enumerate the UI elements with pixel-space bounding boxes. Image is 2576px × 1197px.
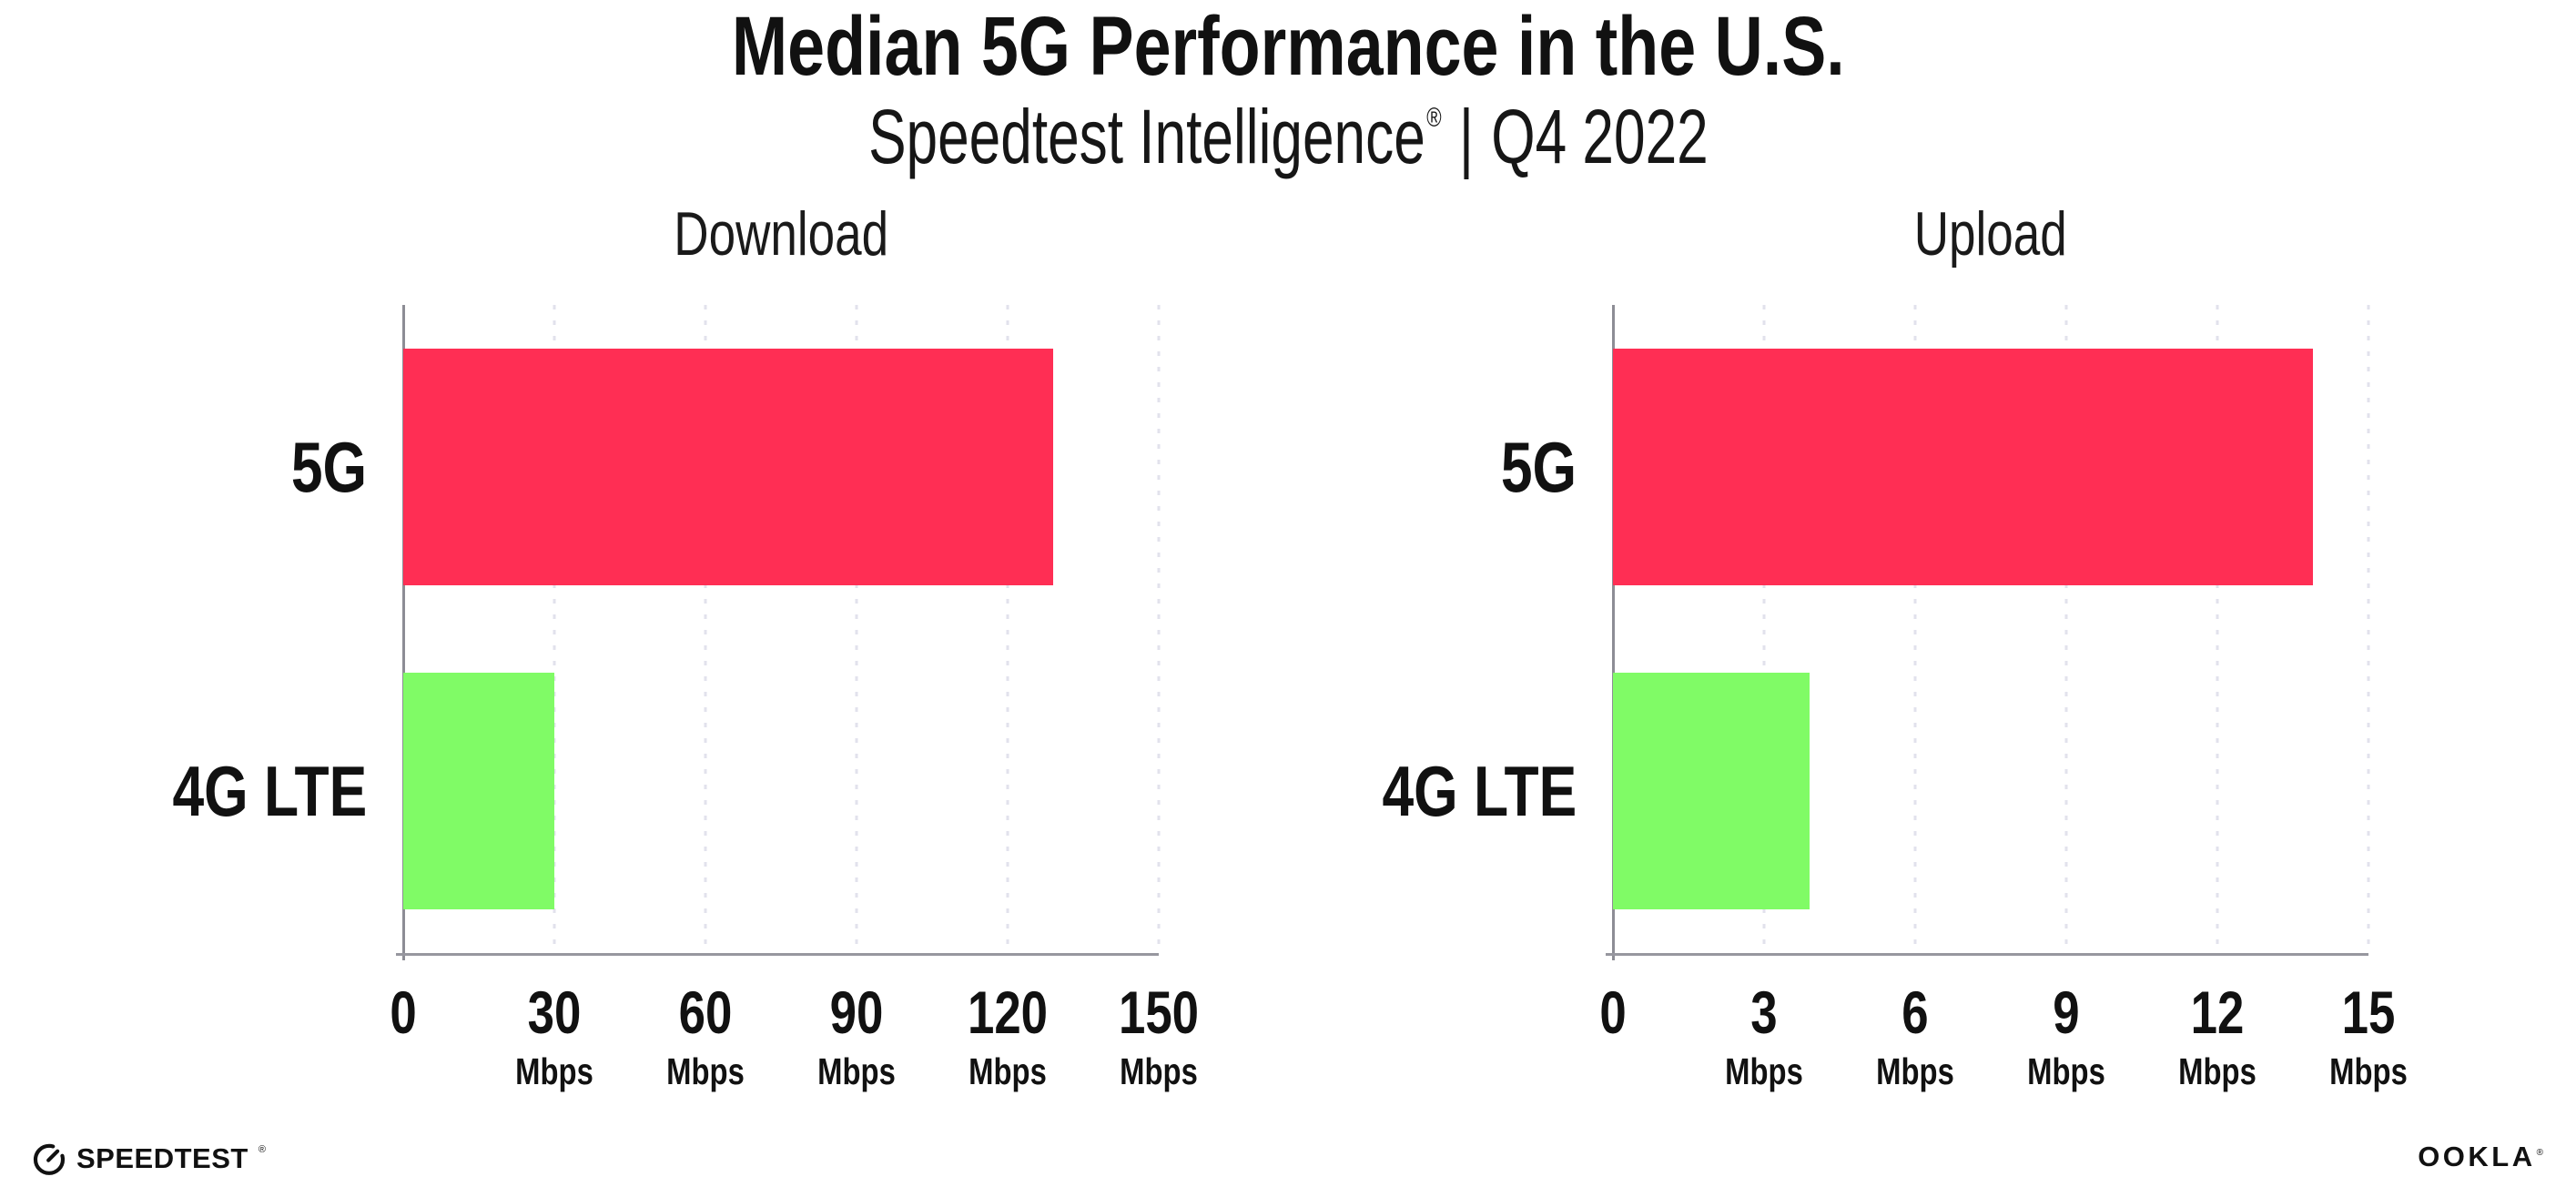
- x-tick-value: 0: [390, 979, 417, 1046]
- x-tick-6: 6 Mbps: [1866, 982, 1963, 1090]
- download-chart: Download 5G 4G LTE 0 30 Mbps 60 Mbps 90 Mbps 120…: [172, 199, 1199, 1128]
- category-label-4g-lte: 4G LTE: [1194, 629, 1577, 953]
- x-tick-text: 9 Mbps: [2027, 982, 2105, 1090]
- x-tick-value: 150: [1118, 979, 1200, 1046]
- upload-chart-title: Upload: [1913, 199, 2068, 269]
- x-tick-unit: Mbps: [969, 1050, 1047, 1092]
- x-tick-unit: Mbps: [2329, 1050, 2408, 1092]
- bar-5g: [403, 349, 1053, 585]
- bar-4g-lte: [1613, 673, 1810, 909]
- bar-row-5g: [403, 305, 1159, 629]
- download-plot-area: 5G 4G LTE: [172, 305, 1161, 960]
- category-label-text: 5G: [1500, 426, 1577, 507]
- x-tick-text: 6 Mbps: [1876, 982, 1954, 1090]
- x-tick-text: 12 Mbps: [2178, 982, 2257, 1090]
- x-tick-unit: Mbps: [1120, 1050, 1198, 1092]
- download-chart-title: Download: [674, 199, 888, 269]
- subtitle-separator: |: [1458, 94, 1474, 179]
- x-tick-30: 30 Mbps: [505, 982, 603, 1090]
- ookla-registered-mark: ®: [2536, 1148, 2543, 1158]
- x-tick-text: 150 Mbps: [1119, 982, 1199, 1090]
- x-tick-text: 15 Mbps: [2329, 982, 2408, 1090]
- x-tick-value: 0: [1599, 979, 1627, 1046]
- x-tick-120: 120 Mbps: [958, 982, 1058, 1090]
- x-tick-text: 0: [390, 982, 416, 1042]
- gridline-150: [1157, 305, 1161, 953]
- x-tick-60: 60 Mbps: [656, 982, 754, 1090]
- gridline-120: [1006, 305, 1009, 953]
- bar-5g: [1613, 349, 2314, 585]
- x-tick-unit: Mbps: [1876, 1050, 1954, 1092]
- x-tick-unit: Mbps: [666, 1050, 745, 1092]
- x-tick-0: 0: [1597, 982, 1630, 1042]
- x-tick-value: 90: [829, 979, 884, 1046]
- upload-x-axis-ticks: 0 3 Mbps 6 Mbps 9 Mbps 12 Mbps 15 Mbps: [1599, 982, 2408, 1128]
- gridline-6: [1913, 305, 1917, 953]
- registered-trademark-symbol: ®: [1425, 103, 1442, 133]
- x-tick-150: 150 Mbps: [1109, 982, 1209, 1090]
- category-label-text: 4G LTE: [1382, 750, 1577, 831]
- x-tick-15: 15 Mbps: [2319, 982, 2417, 1090]
- x-tick-unit: Mbps: [515, 1050, 593, 1092]
- x-tick-unit: Mbps: [2178, 1050, 2257, 1092]
- bar-row-5g: [1613, 305, 2368, 629]
- subtitle-brand: Speedtest Intelligence: [867, 94, 1425, 179]
- x-tick-text: 120 Mbps: [968, 982, 1048, 1090]
- y-axis-line: [1612, 305, 1615, 960]
- page-title: Median 5G Performance in the U.S.: [0, 0, 2576, 93]
- upload-plot-area: 5G 4G LTE: [1382, 305, 2370, 960]
- gridline-90: [855, 305, 858, 953]
- ookla-logo-text: OOKLA: [2418, 1141, 2536, 1172]
- x-tick-value: 6: [1902, 979, 1929, 1046]
- x-tick-value: 60: [678, 979, 733, 1046]
- gridline-15: [2367, 305, 2370, 953]
- gridline-60: [704, 305, 707, 953]
- x-tick-unit: Mbps: [1725, 1050, 1803, 1092]
- x-tick-text: 3 Mbps: [1725, 982, 1803, 1090]
- x-tick-text: 30 Mbps: [515, 982, 593, 1090]
- x-tick-value: 12: [2190, 979, 2245, 1046]
- bar-4g-lte: [403, 673, 554, 909]
- speedtest-logo-text: SPEEDTEST: [76, 1142, 248, 1174]
- ookla-logo: OOKLA®: [2418, 1141, 2543, 1173]
- x-tick-9: 9 Mbps: [2017, 982, 2115, 1090]
- x-tick-unit: Mbps: [817, 1050, 896, 1092]
- category-label-text: 5G: [290, 426, 367, 507]
- x-tick-text: 0: [1599, 982, 1626, 1042]
- page-title-text: Median 5G Performance in the U.S.: [731, 0, 1845, 93]
- page-subtitle-text: Speedtest Intelligence® | Q4 2022: [868, 95, 1709, 178]
- gridline-12: [2216, 305, 2219, 953]
- upload-chart: Upload 5G 4G LTE 0 3 Mbps 6 Mbps 9 Mbps 12 Mbps 15…: [1382, 199, 2408, 1128]
- x-tick-value: 3: [1750, 979, 1778, 1046]
- category-label-4g-lte: 4G LTE: [0, 629, 367, 953]
- x-tick-value: 30: [527, 979, 582, 1046]
- bar-row-4g-lte: [403, 629, 1159, 953]
- x-tick-90: 90 Mbps: [807, 982, 905, 1090]
- x-tick-unit: Mbps: [2027, 1050, 2105, 1092]
- speedtest-gauge-icon: [33, 1143, 66, 1175]
- speedtest-registered-mark: ®: [258, 1144, 266, 1155]
- page-subtitle: Speedtest Intelligence® | Q4 2022: [0, 95, 2576, 178]
- category-label-5g: 5G: [0, 305, 367, 629]
- y-axis-line: [402, 305, 405, 960]
- category-label-text: 4G LTE: [172, 750, 367, 831]
- speedtest-logo: SPEEDTEST ®: [31, 1141, 266, 1177]
- x-tick-3: 3 Mbps: [1715, 982, 1812, 1090]
- category-label-5g: 5G: [1194, 305, 1577, 629]
- gridline-3: [1762, 305, 1766, 953]
- x-axis-line: [396, 953, 1159, 956]
- download-x-axis-ticks: 0 30 Mbps 60 Mbps 90 Mbps 120 Mbps 150 Mbps: [390, 982, 1199, 1128]
- x-tick-0: 0: [387, 982, 421, 1042]
- x-tick-text: 90 Mbps: [817, 982, 896, 1090]
- bar-row-4g-lte: [1613, 629, 2368, 953]
- subtitle-period: Q4 2022: [1490, 94, 1709, 179]
- x-axis-line: [1606, 953, 2368, 956]
- gridline-30: [553, 305, 556, 953]
- x-tick-text: 60 Mbps: [666, 982, 745, 1090]
- x-tick-12: 12 Mbps: [2168, 982, 2266, 1090]
- x-tick-value: 15: [2341, 979, 2396, 1046]
- x-tick-value: 9: [2053, 979, 2080, 1046]
- x-tick-value: 120: [967, 979, 1049, 1046]
- gridline-9: [2064, 305, 2068, 953]
